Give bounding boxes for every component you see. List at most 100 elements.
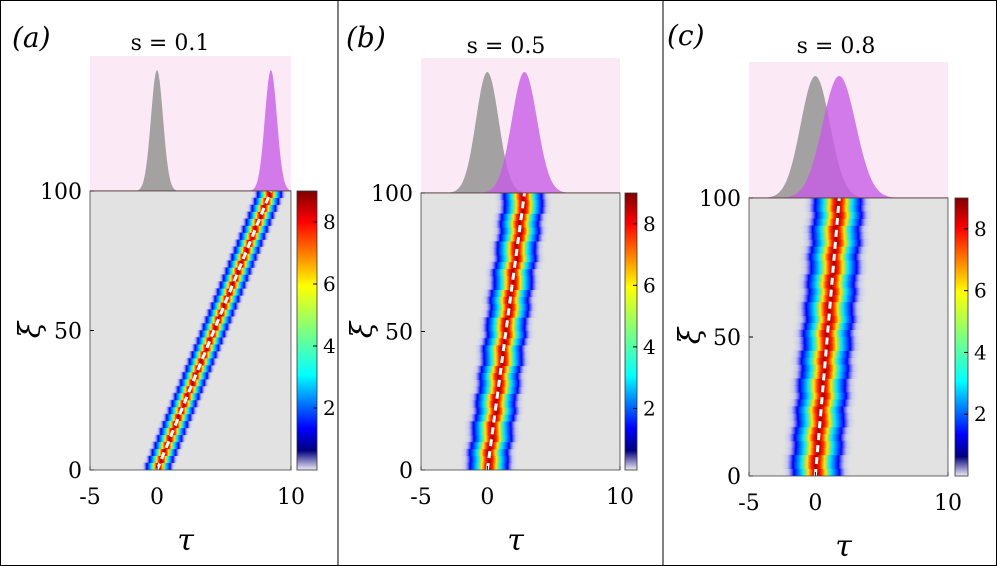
beam-segment bbox=[174, 378, 211, 387]
beam-segment bbox=[205, 302, 243, 310]
profile-final bbox=[421, 72, 620, 193]
beam-segment bbox=[799, 225, 871, 233]
beam-segment bbox=[493, 206, 553, 214]
y-axis-label: ξ bbox=[345, 320, 380, 338]
beam-segment bbox=[487, 240, 546, 249]
beam-segment bbox=[784, 412, 857, 421]
trajectory-line bbox=[813, 197, 841, 477]
beam-segment bbox=[459, 455, 519, 464]
beam-segment bbox=[145, 448, 183, 457]
colorbar-tick-label: 4 bbox=[643, 335, 656, 359]
beam-segment bbox=[182, 357, 220, 366]
colorbar-tick-label: 4 bbox=[974, 340, 987, 364]
x-tick-label: -5 bbox=[79, 485, 100, 510]
beam-segment bbox=[462, 420, 522, 429]
x-tick-label: -5 bbox=[738, 491, 759, 516]
trajectory-line bbox=[155, 190, 273, 471]
beam-segment bbox=[142, 455, 180, 464]
beam-segment bbox=[219, 267, 257, 275]
beam-segment bbox=[251, 191, 288, 198]
x-axis-label: τ bbox=[835, 529, 852, 564]
beam-segment bbox=[798, 246, 871, 254]
beam-segment bbox=[487, 254, 547, 263]
profile-final bbox=[749, 76, 948, 198]
colorbar-tick-label: 6 bbox=[974, 279, 987, 303]
colorbar-tick-label: 2 bbox=[323, 396, 336, 420]
panel-label: (b) bbox=[346, 21, 386, 54]
beam-group bbox=[780, 198, 875, 476]
x-tick-label: 0 bbox=[150, 485, 164, 510]
beam-segment bbox=[197, 322, 234, 331]
colorbar bbox=[954, 197, 969, 477]
beam-segment bbox=[791, 343, 864, 351]
colorbar-tick-label: 8 bbox=[974, 217, 987, 241]
beam-segment bbox=[469, 372, 529, 380]
trajectory-line bbox=[485, 192, 526, 471]
y-tick-label: 50 bbox=[713, 326, 741, 351]
x-axis-label: τ bbox=[177, 523, 194, 558]
beam-segment bbox=[481, 289, 540, 297]
beam-segment bbox=[483, 268, 542, 277]
chart-title: s = 0.5 bbox=[467, 34, 546, 59]
beam-segment bbox=[160, 413, 197, 422]
beam-segment bbox=[802, 198, 874, 205]
beam-segment bbox=[480, 303, 540, 311]
heatmap-frame bbox=[89, 190, 292, 471]
beam-segment bbox=[242, 211, 280, 219]
x-axis-label: τ bbox=[507, 523, 524, 558]
profile-initial bbox=[749, 76, 948, 198]
beam-segment bbox=[228, 246, 266, 254]
x-tick-label: -5 bbox=[410, 485, 431, 510]
colorbar-tick-label: 8 bbox=[643, 212, 656, 236]
beam-segment bbox=[783, 440, 855, 449]
colorbar-tick-label: 4 bbox=[323, 334, 336, 358]
beam-segment bbox=[795, 294, 867, 303]
x-tick-label: 0 bbox=[808, 491, 822, 516]
beam-segment bbox=[780, 461, 852, 470]
beam-segment bbox=[467, 407, 526, 415]
beam-segment bbox=[168, 392, 206, 401]
chart-title: s = 0.8 bbox=[797, 34, 876, 59]
colorbar-tick-label: 8 bbox=[323, 210, 336, 234]
beam-segment bbox=[493, 193, 553, 200]
colorbar-tick-label: 2 bbox=[643, 396, 656, 420]
y-tick-label: 100 bbox=[40, 180, 82, 205]
beam-segment bbox=[783, 426, 855, 435]
beam-segment bbox=[803, 211, 875, 219]
colorbar-tick-label: 2 bbox=[974, 402, 987, 426]
beam-segment bbox=[151, 434, 189, 443]
colorbar bbox=[624, 192, 638, 471]
beam-segment bbox=[463, 434, 522, 443]
beam-segment bbox=[475, 337, 534, 346]
beam-segment bbox=[236, 225, 274, 233]
beam-segment bbox=[786, 378, 858, 386]
profile-initial bbox=[421, 72, 620, 193]
beam-segment bbox=[796, 273, 868, 282]
x-tick-label: 10 bbox=[934, 491, 962, 516]
x-tick-label: 10 bbox=[277, 485, 305, 510]
beam-segment bbox=[798, 259, 870, 268]
panel-label: (c) bbox=[667, 19, 705, 52]
beam-segment bbox=[191, 336, 228, 345]
colorbar-tick-label: 6 bbox=[323, 272, 336, 296]
beam-segment bbox=[165, 399, 203, 408]
beam-segment bbox=[214, 281, 251, 289]
beam-segment bbox=[476, 323, 536, 332]
y-tick-label: 50 bbox=[54, 320, 82, 345]
panel-label: (a) bbox=[12, 21, 51, 54]
beam-segment bbox=[790, 329, 862, 337]
chart-title: s = 0.1 bbox=[131, 31, 210, 56]
beam-segment bbox=[473, 351, 532, 360]
beam-segment bbox=[787, 392, 859, 400]
beam-segment bbox=[788, 357, 860, 365]
y-tick-label: 0 bbox=[399, 459, 413, 484]
colorbar-tick-label: 6 bbox=[643, 273, 656, 297]
y-tick-label: 0 bbox=[727, 465, 741, 490]
y-tick-label: 100 bbox=[699, 187, 741, 212]
profile-background bbox=[90, 56, 291, 191]
y-axis-label: ξ bbox=[13, 320, 48, 338]
beam-segment bbox=[793, 308, 865, 317]
